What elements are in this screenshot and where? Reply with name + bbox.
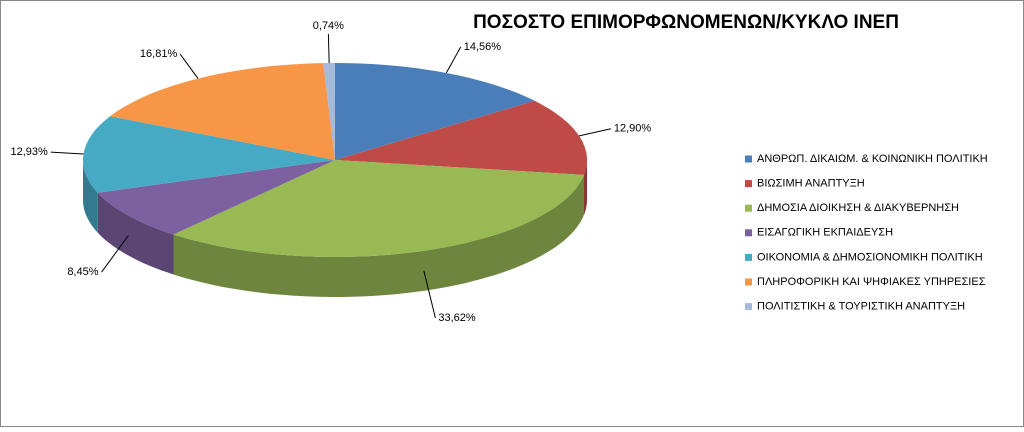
legend-label: ΠΟΛΙΤΙΣΤΙΚΗ & ΤΟΥΡΙΣΤΙΚΗ ΑΝΑΠΤΥΞΗ <box>757 301 965 313</box>
legend-label: ΠΛΗΡΟΦΟΡΙΚΗ ΚΑΙ ΨΗΦΙΑΚΕΣ ΥΠΗΡΕΣΙΕΣ <box>757 276 986 288</box>
legend-label: ΒΙΩΣΙΜΗ ΑΝΑΠΤΥΞΗ <box>757 178 865 190</box>
slice-side <box>83 160 98 233</box>
slice <box>335 63 535 160</box>
legend-label: ΕΙΣΑΓΩΓΙΚΗ ΕΚΠΑΙΔΕΥΣΗ <box>757 227 893 239</box>
value-label: 12,90% <box>614 123 652 135</box>
chart-title: ΠΟΣΟΣΤΟ ΕΠΙΜΟΡΦΩΝΟΜΕΝΩΝ/ΚΥΚΛΟ ΙΝΕΠ <box>473 12 899 33</box>
legend-label: ΑΝΘΡΩΠ. ΔΙΚΑΙΩΜ. & ΚΟΙΝΩΝΙΚΗ ΠΟΛΙΤΙΚΗ <box>757 153 988 165</box>
legend-swatch <box>745 229 752 237</box>
legend-swatch <box>745 278 752 286</box>
leader-line <box>179 53 199 79</box>
value-label: 0,74% <box>313 20 344 32</box>
legend-swatch <box>745 253 752 261</box>
slice <box>173 160 584 257</box>
leader-line <box>579 128 611 137</box>
leader-line <box>101 235 129 273</box>
slice-side <box>584 160 587 215</box>
value-label: 33,62% <box>438 312 476 324</box>
slice <box>335 100 587 175</box>
legend-swatch <box>745 155 752 163</box>
slice <box>83 116 335 193</box>
value-label: 14,56% <box>464 41 502 53</box>
value-label: 12,93% <box>10 146 48 158</box>
legend-label: ΔΗΜΟΣΙΑ ΔΙΟΙΚΗΣΗ & ΔΙΑΚΥΒΕΡΝΗΣΗ <box>757 202 959 214</box>
slice-side <box>97 192 174 275</box>
leader-line <box>445 46 462 74</box>
value-label: 16,81% <box>140 48 178 60</box>
legend-swatch <box>745 204 752 212</box>
legend-swatch <box>745 303 752 311</box>
slice <box>323 63 335 160</box>
slice <box>110 63 335 160</box>
leader-line <box>50 151 84 155</box>
leader-line <box>423 270 436 319</box>
slice-side <box>173 174 584 297</box>
value-label: 8,45% <box>67 266 98 278</box>
legend-label: ΟΙΚΟΝΟΜΙΑ & ΔΗΜΟΣΙΟΝΟΜΙΚΗ ΠΟΛΙΤΙΚΗ <box>757 251 983 263</box>
leader-line <box>327 33 330 64</box>
legend-swatch <box>745 180 752 188</box>
slice <box>97 160 335 235</box>
